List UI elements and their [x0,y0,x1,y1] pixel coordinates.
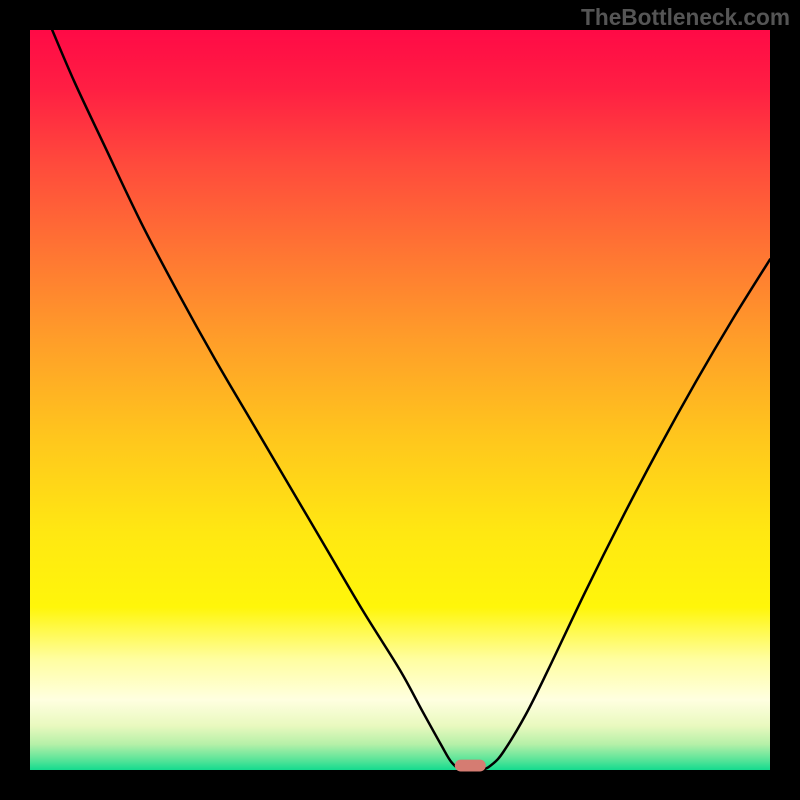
chart-svg [0,0,800,800]
bottleneck-chart: TheBottleneck.com [0,0,800,800]
attribution-text: TheBottleneck.com [581,4,790,31]
chart-plot-background [30,30,770,770]
optimal-point-marker [455,760,486,772]
